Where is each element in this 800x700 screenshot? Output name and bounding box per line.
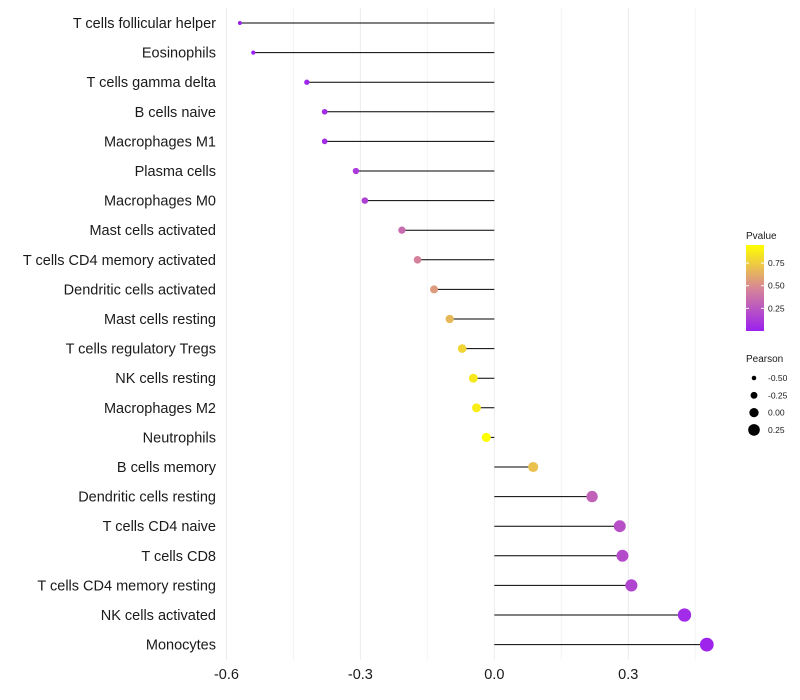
category-label: Eosinophils: [142, 46, 216, 62]
pvalue-legend-tick-label: 0.25: [768, 303, 785, 313]
pearson-legend-label: -0.25: [768, 390, 788, 400]
category-label: T cells follicular helper: [73, 16, 216, 32]
data-point: [304, 79, 310, 85]
pearson-legend-title: Pearson: [746, 354, 783, 365]
category-labels: T cells follicular helper Eosinophils T ce…: [23, 16, 217, 654]
pvalue-legend-tick-label: 0.75: [768, 258, 785, 268]
pearson-legend: Pearson -0.50 -0.25 0.00 0.25: [746, 354, 788, 436]
category-label: Dendritic cells resting: [78, 490, 216, 506]
pearson-legend-label: 0.00: [768, 408, 785, 418]
data-point: [613, 520, 626, 533]
pearson-legend-label: 0.25: [768, 425, 785, 435]
category-label: Plasma cells: [135, 164, 216, 180]
category-label: B cells memory: [117, 460, 217, 476]
data-point: [699, 637, 714, 652]
legend: Pvalue 0.75 0.50 0.25 Pearson -0.50 -0.25 0.…: [746, 231, 788, 436]
data-point: [528, 461, 539, 473]
data-point: [625, 579, 638, 592]
pearson-legend-swatch: [748, 424, 760, 436]
category-label: Macrophages M1: [104, 134, 216, 150]
x-tick-label: 0.0: [484, 667, 504, 683]
category-label: Monocytes: [146, 638, 216, 654]
pearson-legend-swatch: [751, 375, 757, 381]
category-label: Neutrophils: [143, 430, 216, 446]
x-tick-label: 0.3: [618, 667, 638, 683]
data-point: [445, 314, 454, 324]
x-tick-label: -0.3: [348, 667, 373, 683]
data-point: [251, 50, 256, 55]
category-label: T cells CD4 naive: [103, 519, 216, 535]
category-label: T cells CD8: [141, 549, 216, 565]
data-point: [352, 167, 360, 175]
point-layer: [237, 21, 714, 652]
data-point: [457, 344, 467, 353]
category-label: Macrophages M0: [104, 194, 216, 210]
pvalue-legend-tick-label: 0.50: [768, 281, 785, 291]
pearson-legend-label: -0.50: [768, 373, 788, 383]
category-label: Mast cells activated: [89, 223, 216, 239]
data-point: [398, 226, 406, 234]
category-label: T cells regulatory Tregs: [66, 342, 216, 358]
data-point: [586, 490, 598, 503]
data-point: [237, 21, 242, 25]
data-point: [413, 255, 422, 264]
grid-layer: [225, 8, 696, 660]
data-point: [321, 108, 328, 115]
x-tick-label: -0.6: [214, 667, 239, 683]
category-label: NK cells activated: [101, 608, 216, 624]
category-label: T cells CD4 memory resting: [37, 578, 216, 594]
data-point: [472, 403, 481, 413]
data-point: [616, 549, 629, 562]
data-point: [430, 285, 439, 294]
pearson-legend-swatch: [750, 391, 758, 399]
data-point: [321, 138, 328, 145]
category-label: Mast cells resting: [104, 312, 216, 328]
category-label: Macrophages M2: [104, 401, 216, 417]
pvalue-legend: Pvalue 0.75 0.50 0.25: [746, 231, 785, 331]
data-point: [677, 608, 692, 622]
data-point: [361, 197, 369, 204]
category-label: B cells naive: [135, 105, 216, 121]
category-label: NK cells resting: [115, 371, 216, 387]
pvalue-colorbar: [746, 245, 764, 331]
stem-layer: [239, 22, 707, 646]
category-label: T cells CD4 memory activated: [23, 253, 216, 269]
pearson-legend-swatch: [749, 407, 759, 418]
category-label: Dendritic cells activated: [64, 282, 216, 298]
category-label: T cells gamma delta: [87, 75, 217, 91]
data-point: [468, 373, 478, 383]
pvalue-legend-title: Pvalue: [746, 231, 777, 242]
data-point: [481, 432, 491, 442]
x-axis: -0.6 -0.3 0.0 0.3: [214, 667, 638, 683]
